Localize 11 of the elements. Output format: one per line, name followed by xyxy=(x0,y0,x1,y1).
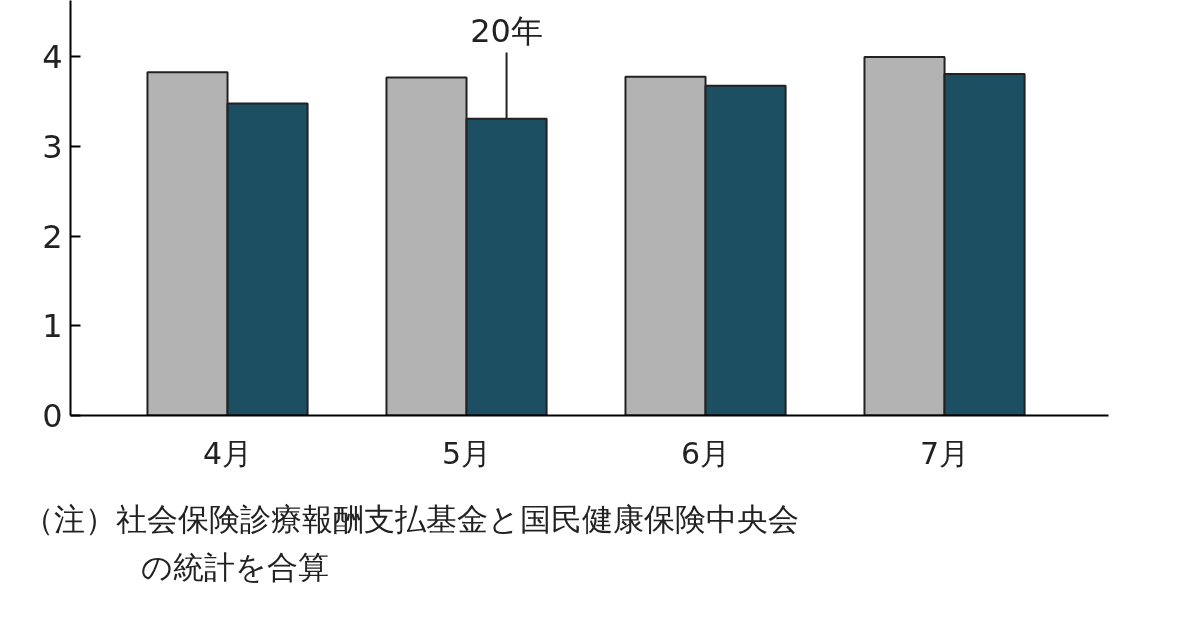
x-tick-label: 5月 xyxy=(441,435,492,471)
y-tick-label: 3 xyxy=(42,128,63,167)
annotation: 20年 xyxy=(470,11,543,50)
y-tick-label: 4 xyxy=(42,38,63,77)
x-tick-label: 4月 xyxy=(202,435,253,471)
y-tick-label: 2 xyxy=(42,217,63,256)
y-tick-label: 1 xyxy=(42,307,63,346)
y-tick-label: 0 xyxy=(42,397,63,435)
x-tick-label: 7月 xyxy=(920,435,970,471)
text: （注）社会保険診療報酬支払基金と国民健康保険中央会の統計を合算 xyxy=(23,500,799,587)
x-tick-label: 6月 xyxy=(680,435,731,471)
